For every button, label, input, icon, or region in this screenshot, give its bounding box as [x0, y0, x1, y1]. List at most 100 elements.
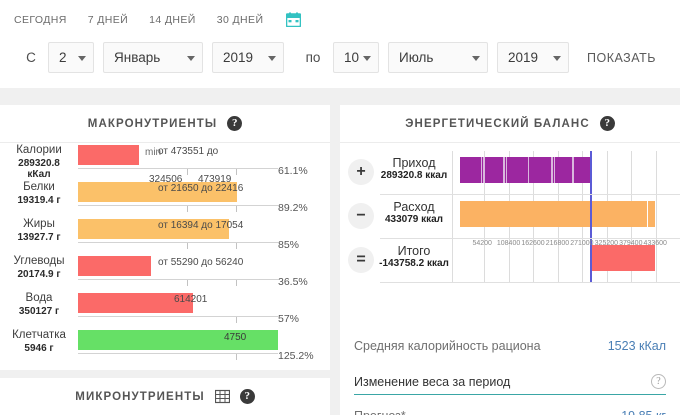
- macro-nutrient-name: Клетчатка: [12, 329, 66, 341]
- energy-row-name: Приход: [392, 156, 436, 170]
- forecast-row: Прогноз* -19.85 кг: [354, 409, 666, 415]
- macro-nutrient-value: 13927.7 г: [17, 231, 61, 243]
- from-month-select[interactable]: Январь: [103, 42, 203, 73]
- axis-tick: [236, 317, 237, 323]
- axis-tick: [236, 243, 237, 249]
- axis-tick-label: 162600: [521, 240, 545, 247]
- bar-segment-divider: [646, 201, 649, 227]
- macro-row-plot: 4750: [78, 328, 278, 366]
- quick-range-7days[interactable]: 7 ДНЕЙ: [87, 13, 129, 26]
- macro-bar: [78, 256, 151, 276]
- row-separator: [380, 238, 680, 239]
- avg-caloric-value: 1523 кКал: [607, 339, 666, 353]
- macro-row-label: Жиры 13927.7 г: [0, 217, 78, 243]
- axis-tick-label: 433600: [643, 240, 667, 247]
- macronutrients-title: МАКРОНУТРИЕНТЫ: [87, 117, 218, 130]
- from-month-value: Январь: [114, 50, 161, 65]
- chevron-down-icon: [553, 55, 561, 61]
- chart-gridline: [582, 239, 584, 283]
- help-icon[interactable]: ?: [239, 389, 255, 404]
- bar-segment-divider: [572, 157, 574, 183]
- to-month-select[interactable]: Июль: [388, 42, 488, 73]
- energy-axis-ticks: 54200 108400 162600 216800 271000 325200 37940…: [460, 240, 680, 252]
- from-label: С: [26, 50, 36, 65]
- help-icon[interactable]: ?: [651, 374, 666, 389]
- macro-nutrient-value: 350127 г: [18, 305, 60, 317]
- axis-tick: [236, 354, 237, 360]
- toolbar: СЕГОДНЯ 7 ДНЕЙ 14 ДНЕЙ 30 ДНЕЙ С 2: [0, 0, 680, 88]
- axis-tick-label: 108400: [496, 240, 521, 247]
- macro-nutrient-value: 20174.9 г: [17, 268, 61, 280]
- chart-gridline: [655, 195, 657, 239]
- axis-tick-label: 271000: [570, 240, 594, 247]
- macro-nutrient-value: 289320.8: [18, 157, 60, 169]
- help-icon[interactable]: ?: [599, 116, 615, 131]
- bar-segment-divider: [527, 157, 530, 183]
- to-year-value: 2019: [508, 50, 539, 65]
- axis-tick-label: 324506: [149, 174, 183, 185]
- quick-range-today[interactable]: СЕГОДНЯ: [14, 13, 67, 26]
- axis-line: [78, 242, 278, 243]
- to-day-select[interactable]: 10: [333, 42, 379, 73]
- chart-cursor-line: [590, 151, 593, 195]
- macro-percent: 89.2%: [278, 202, 308, 214]
- macro-range-label: 614201: [174, 294, 208, 305]
- energy-bar: [460, 157, 591, 183]
- table-grid-icon[interactable]: [214, 389, 230, 404]
- macro-bar: [78, 145, 139, 165]
- micronutrients-header: МИКРОНУТРИЕНТЫ ?: [0, 378, 330, 415]
- axis-line: [78, 279, 278, 280]
- energy-row-plot: [460, 151, 680, 195]
- macro-row-label: Калории 289320.8 кКал: [0, 143, 78, 181]
- chart-gridline: [557, 239, 559, 283]
- macro-nutrient-name: Калории: [16, 144, 62, 156]
- quick-range-group: СЕГОДНЯ 7 ДНЕЙ 14 ДНЕЙ 30 ДНЕЙ: [14, 12, 302, 27]
- chevron-down-icon: [187, 55, 195, 61]
- show-button[interactable]: ПОКАЗАТЬ: [587, 50, 656, 65]
- micronutrients-title: МИКРОНУТРИЕНТЫ: [75, 390, 205, 403]
- quick-range-14days[interactable]: 14 ДНЕЙ: [149, 13, 196, 26]
- from-year-select[interactable]: 2019: [212, 42, 284, 73]
- energy-row-plot: [460, 195, 680, 239]
- chart-gridline: [484, 239, 486, 283]
- from-day-value: 2: [59, 50, 67, 65]
- weight-change-section: Изменение веса за период ?: [354, 374, 666, 395]
- energy-row-plot: [460, 239, 680, 283]
- energy-row-value: -143758.2 ккал: [379, 258, 449, 269]
- macronutrients-chart: Калории 289320.8 кКал min от 473551 до 324506…: [0, 143, 330, 370]
- energy-sign-icon: +: [348, 159, 374, 185]
- macro-nutrient-name: Жиры: [23, 218, 55, 230]
- to-year-select[interactable]: 2019: [497, 42, 569, 73]
- energy-row-label: Приход 289320.8 ккал: [376, 156, 452, 182]
- calendar-icon[interactable]: [286, 12, 302, 27]
- macro-percent: 57%: [278, 313, 300, 325]
- avg-caloric-label: Средняя калорийность рациона: [354, 339, 541, 353]
- macro-row-plot: от 55290 до 56240: [78, 254, 278, 292]
- chevron-down-icon: [268, 55, 276, 61]
- macro-row-plot: min от 473551 до 324506 473919: [78, 143, 278, 185]
- help-icon[interactable]: ?: [227, 116, 243, 131]
- energy-balance-title: ЭНЕРГЕТИЧЕСКИЙ БАЛАНС: [405, 117, 590, 130]
- to-label: по: [305, 50, 321, 65]
- axis-line: [78, 168, 278, 169]
- energy-balance-chart: Средняя калорийность рациона 1523 кКал И…: [340, 143, 680, 415]
- macro-bar: [78, 330, 278, 350]
- axis-tick-label: 325200: [594, 240, 619, 247]
- macro-row-label: Белки 19319.4 г: [0, 180, 78, 206]
- micronutrients-panel: МИКРОНУТРИЕНТЫ ?: [0, 378, 330, 415]
- macro-row-label: Клетчатка 5946 г: [0, 328, 78, 354]
- from-day-select[interactable]: 2: [48, 42, 94, 73]
- weight-change-title: Изменение веса за период: [354, 374, 511, 389]
- chart-gridline: [655, 239, 657, 283]
- axis-tick: [187, 169, 188, 175]
- forecast-value: -19.85 кг: [617, 409, 666, 415]
- macro-percent: 125.2%: [278, 350, 314, 362]
- quick-range-30days[interactable]: 30 ДНЕЙ: [216, 13, 264, 26]
- energy-row: + Приход 289320.8 ккал: [340, 151, 680, 195]
- macro-row-label: Вода 350127 г: [0, 291, 78, 317]
- energy-bar: [460, 201, 656, 227]
- energy-row: = Итого -143758.2 ккал: [340, 239, 680, 283]
- energy-row-label: Итого -143758.2 ккал: [376, 244, 452, 270]
- energy-row-label: Расход 433079 ккал: [376, 200, 452, 226]
- macronutrients-header: МАКРОНУТРИЕНТЫ ?: [0, 105, 330, 143]
